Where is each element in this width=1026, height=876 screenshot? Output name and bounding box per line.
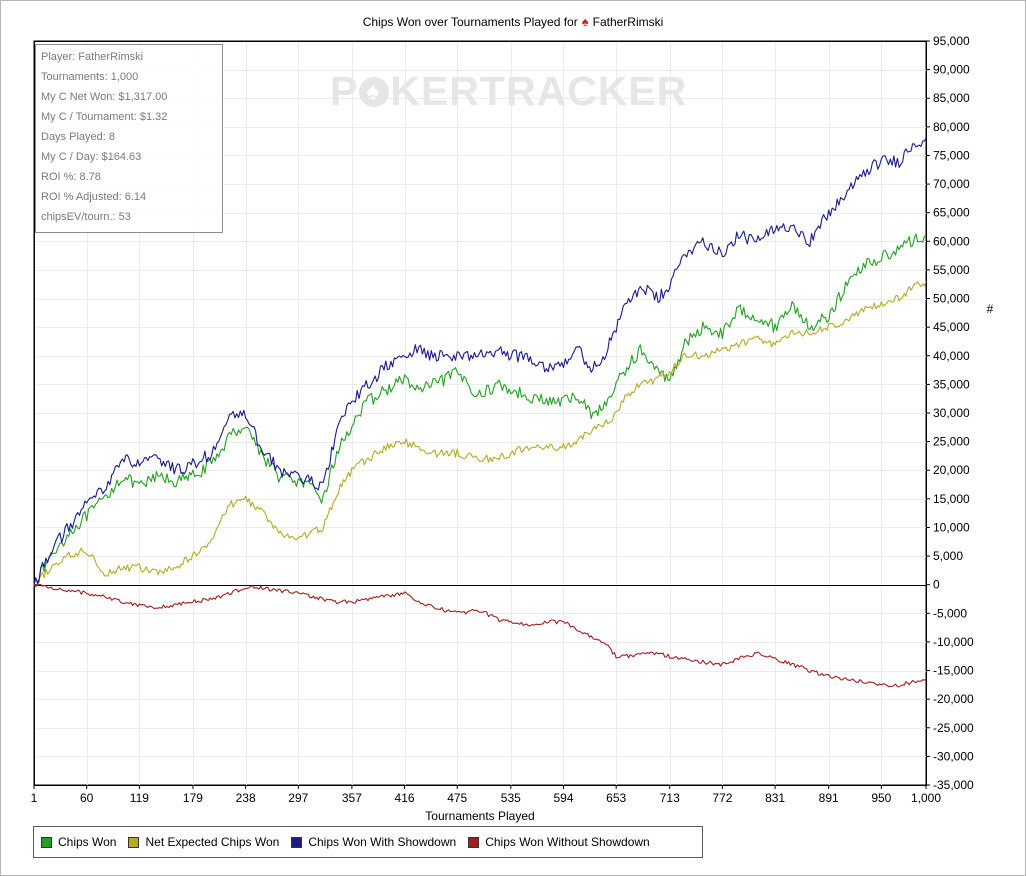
legend-swatch [41,836,52,848]
legend-item-net-expected[interactable]: Net Expected Chips Won [128,835,279,849]
x-tick-label: 535 [501,791,521,805]
x-tick-label: 653 [606,791,626,805]
chart-legend: Chips Won Net Expected Chips Won Chips W… [33,826,703,858]
series-line-4 [33,583,927,688]
x-tick-label: 772 [712,791,732,805]
y-tick-label: 45,000 [933,320,970,334]
legend-label: Chips Won With Showdown [308,835,457,849]
spade-icon: ♠ [581,14,589,29]
y-tick-label: 75,000 [933,148,970,162]
legend-item-with-showdown[interactable]: Chips Won With Showdown [291,835,456,849]
x-tick-label: 119 [130,791,149,805]
x-tick-label: 297 [288,791,308,805]
y-tick-label: 55,000 [933,263,970,277]
x-tick-label: 891 [819,791,839,805]
y-tick-label: -20,000 [933,692,974,706]
y-tick-label: 20,000 [933,463,970,477]
x-tick-label: 475 [447,791,467,805]
stat-per-day: My C / Day: $164.63 [41,151,142,163]
y-tick-label: 15,000 [933,492,970,506]
y-tick-label: 50,000 [933,292,970,306]
y-tick-label: 0 [933,578,940,592]
x-tick-label: 357 [342,791,362,805]
stats-box: Player: FatherRimski Tournaments: 1,000 … [35,44,223,233]
x-tick-label: 1 [31,791,38,805]
y-tick-label: -15,000 [933,664,974,678]
stat-roi-adjusted: ROI % Adjusted: 6.14 [41,191,147,203]
y-tick-label: 85,000 [933,91,970,105]
y-tick-label: 70,000 [933,177,970,191]
legend-item-without-showdown[interactable]: Chips Won Without Showdown [468,835,650,849]
legend-label: Net Expected Chips Won [145,835,280,849]
y-axis-label: # [987,302,994,316]
chart-title: Chips Won over Tournaments Played for ♠ Fa… [0,14,1026,29]
watermark-text-after: KERTRACKER [390,68,688,114]
x-tick-label: 1,000 [911,791,941,805]
y-tick-label: -35,000 [933,778,974,792]
y-tick-label: 95,000 [933,34,970,48]
x-axis-label: Tournaments Played [425,809,534,823]
pokertracker-watermark: P ♠ KERTRACKER [330,68,686,114]
x-tick-label: 831 [765,791,785,805]
y-tick-label: -25,000 [933,721,974,735]
x-tick-label: 60 [80,791,94,805]
x-tick-label: 416 [395,791,415,805]
y-tick-label: 25,000 [933,435,970,449]
y-tick-label: 35,000 [933,377,970,391]
legend-swatch [128,836,140,848]
legend-swatch [291,836,303,848]
spade-chip-icon: ♠ [359,77,390,107]
x-tick-label: 713 [660,791,680,805]
stat-per-tournament: My C / Tournament: $1.32 [41,111,168,123]
series-line-2 [33,281,927,585]
y-tick-label: 80,000 [933,120,970,134]
y-tick-label: -10,000 [933,635,974,649]
legend-label: Chips Won [58,835,117,849]
y-tick-label: 40,000 [933,349,970,363]
x-tick-label: 594 [553,791,573,805]
series-line-3 [33,138,927,585]
chart-title-text: Chips Won over Tournaments Played for [362,15,578,29]
series-line-1 [33,233,927,588]
stat-tournaments: Tournaments: 1,000 [41,71,139,83]
legend-item-chips-won[interactable]: Chips Won [41,835,116,849]
stat-chipsev: chipsEV/tourn.: 53 [41,211,131,223]
x-tick-label: 950 [871,791,891,805]
stat-player: Player: FatherRimski [41,51,144,63]
y-tick-label: -30,000 [933,749,974,763]
y-tick-label: 30,000 [933,406,970,420]
y-tick-label: -5,000 [933,606,967,620]
x-tick-label: 179 [183,791,203,805]
y-tick-label: 10,000 [933,520,970,534]
watermark-text-before: P [330,68,359,114]
y-tick-label: 5,000 [933,549,963,563]
chart-title-player: FatherRimski [592,15,664,29]
stat-net-won: My C Net Won: $1,317.00 [41,91,168,103]
legend-swatch [468,836,480,848]
y-tick-label: 90,000 [933,63,970,77]
legend-label: Chips Won Without Showdown [485,835,650,849]
stat-days-played: Days Played: 8 [41,131,115,143]
stat-roi: ROI %: 8.78 [41,171,101,183]
x-tick-label: 238 [236,791,256,805]
y-tick-label: 60,000 [933,234,970,248]
y-tick-label: 65,000 [933,206,970,220]
